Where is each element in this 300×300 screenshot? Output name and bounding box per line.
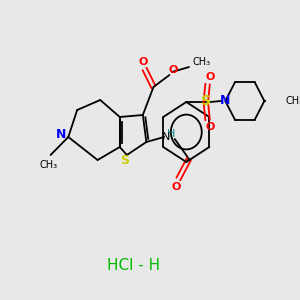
Text: S: S	[121, 154, 130, 166]
Text: CH₃: CH₃	[192, 57, 210, 67]
Text: O: O	[172, 182, 181, 192]
Text: N: N	[220, 94, 230, 106]
Text: H: H	[167, 129, 176, 139]
Text: CH₃: CH₃	[286, 96, 300, 106]
Text: O: O	[168, 65, 178, 75]
Text: N: N	[56, 128, 66, 142]
Text: O: O	[206, 72, 215, 82]
Text: O: O	[138, 57, 148, 67]
Text: HCl - H: HCl - H	[106, 257, 160, 272]
Text: O: O	[206, 122, 215, 132]
Text: CH₃: CH₃	[40, 160, 58, 170]
Text: S: S	[201, 94, 211, 108]
Text: N: N	[162, 132, 170, 142]
